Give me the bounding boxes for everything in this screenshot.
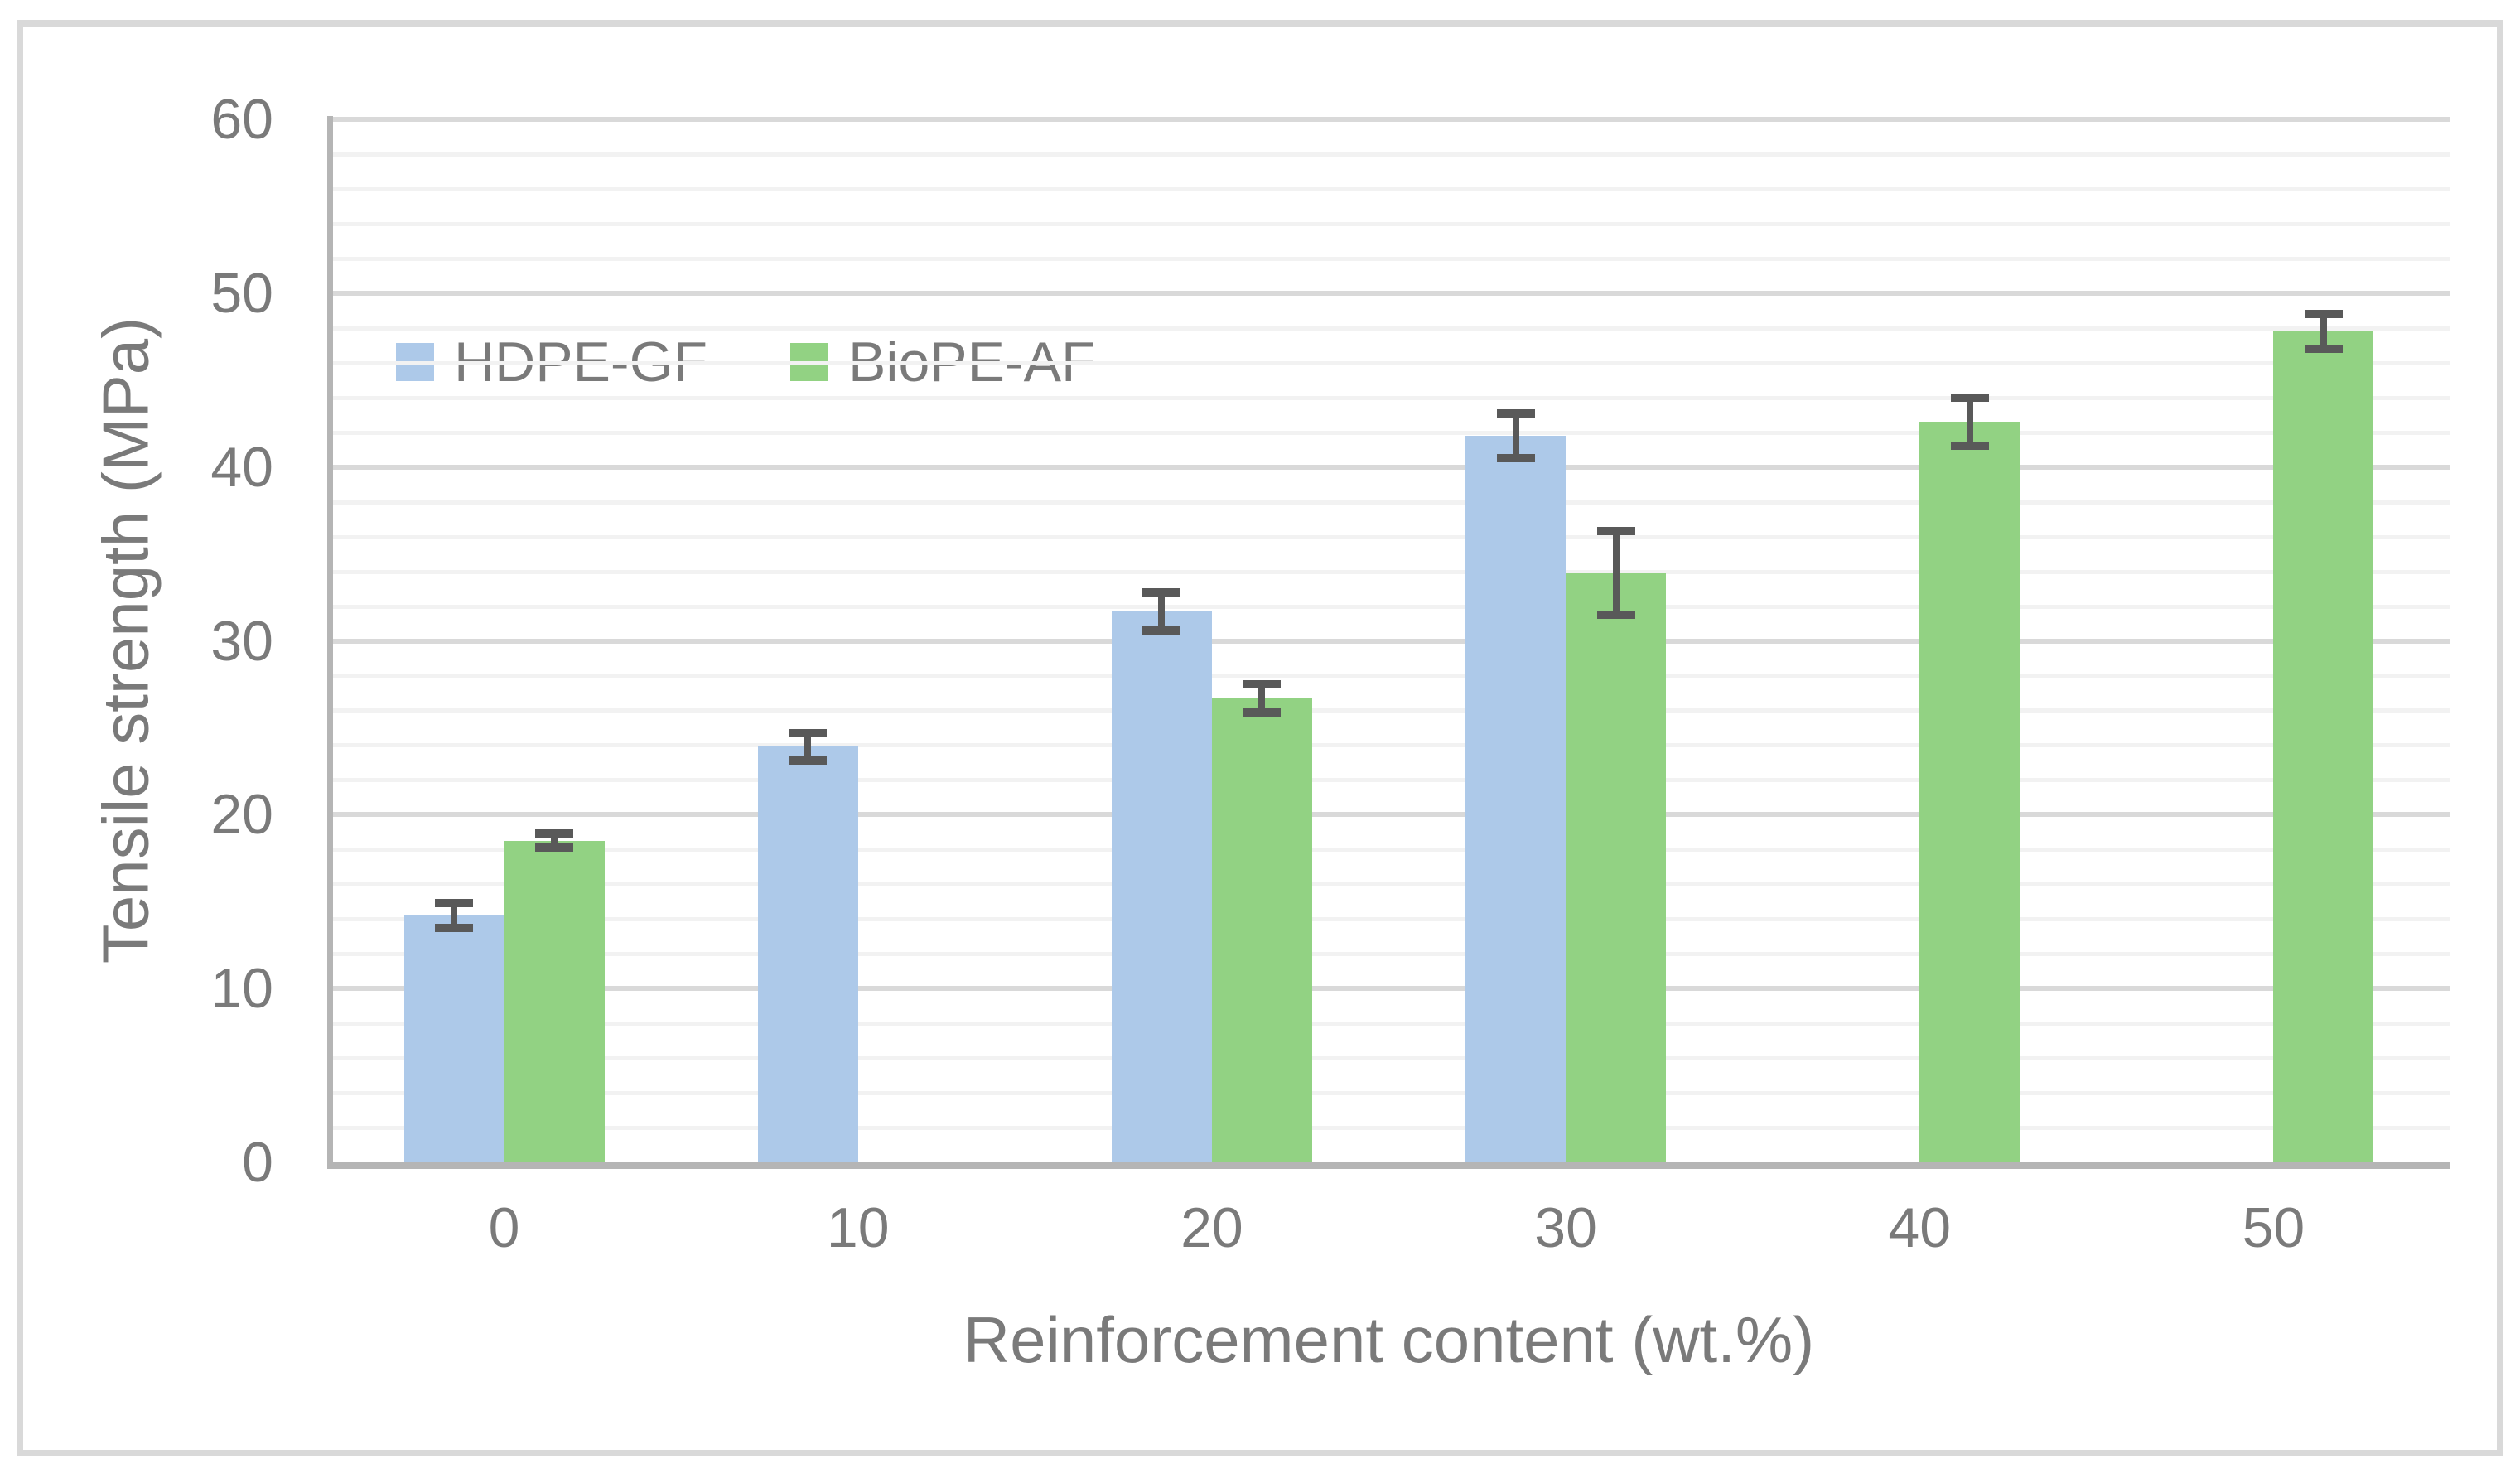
bar-biope-af-20[interactable] — [1211, 698, 1312, 1162]
gridline-major — [327, 638, 2450, 644]
gridline-minor — [327, 430, 2450, 435]
error-bar-cap — [1950, 393, 1989, 402]
error-bar-cap — [1596, 611, 1635, 620]
gridline-minor — [327, 256, 2450, 261]
y-tick-label-10: 10 — [210, 957, 273, 1021]
error-bar-cap — [1142, 587, 1181, 597]
error-bar-cap — [2304, 310, 2343, 318]
gridline-minor — [327, 848, 2450, 853]
error-bar-cap — [435, 923, 474, 932]
error-bar-line — [451, 903, 458, 928]
x-tick-label-0: 0 — [488, 1196, 520, 1259]
gridline-major — [327, 812, 2450, 818]
y-tick-label-40: 40 — [210, 435, 273, 499]
y-tick-label-0: 0 — [242, 1131, 273, 1194]
bar-biope-af-30[interactable] — [1566, 572, 1667, 1162]
x-tick-label-50: 50 — [2242, 1196, 2305, 1259]
error-bar-cap — [535, 829, 574, 838]
error-bar-cap — [535, 843, 574, 853]
x-tick-label-20: 20 — [1180, 1196, 1243, 1259]
gridline-minor — [327, 500, 2450, 505]
x-axis-line — [327, 1162, 2450, 1169]
error-bar-line — [1612, 531, 1620, 616]
error-bar-cap — [1142, 626, 1181, 635]
gridline-minor — [327, 743, 2450, 748]
error-bar-cap — [1950, 442, 1989, 451]
error-bar-line — [1512, 413, 1519, 459]
y-axis-line — [327, 116, 333, 1169]
gridline-minor — [327, 604, 2450, 609]
bar-hdpe-gf-30[interactable] — [1465, 435, 1567, 1162]
error-bar-cap — [1243, 679, 1282, 688]
y-tick-label-60: 60 — [210, 88, 273, 151]
gridline-minor — [327, 1056, 2450, 1061]
error-bar-cap — [1496, 454, 1535, 463]
gridline-minor — [327, 395, 2450, 400]
x-axis-title: Reinforcement content (wt.%) — [963, 1303, 1815, 1376]
error-bar-cap — [1496, 408, 1535, 418]
gridline-minor — [327, 221, 2450, 226]
bar-hdpe-gf-20[interactable] — [1111, 611, 1212, 1162]
y-tick-label-50: 50 — [210, 261, 273, 325]
gridline-minor — [327, 882, 2450, 887]
gridline-major — [327, 290, 2450, 296]
gridline-minor — [327, 952, 2450, 957]
gridline-minor — [327, 186, 2450, 191]
gridline-minor — [327, 534, 2450, 539]
x-tick-label-10: 10 — [826, 1196, 890, 1259]
error-bar-cap — [789, 756, 828, 766]
error-bar-line — [1258, 684, 1266, 713]
bar-biope-af-50[interactable] — [2273, 331, 2374, 1162]
gridline-major — [327, 117, 2450, 122]
bar-biope-af-0[interactable] — [504, 840, 605, 1162]
error-bar-line — [551, 833, 558, 848]
error-bar-cap — [435, 899, 474, 908]
error-bar-line — [804, 732, 812, 761]
error-bar-line — [1158, 592, 1166, 630]
gridline-minor — [327, 1091, 2450, 1096]
bar-biope-af-40[interactable] — [1919, 422, 2020, 1162]
error-bar-cap — [1596, 527, 1635, 536]
error-bar-line — [1966, 397, 1973, 447]
error-bar-cap — [789, 728, 828, 737]
gridline-minor — [327, 708, 2450, 713]
gridline-minor — [327, 360, 2450, 365]
gridline-minor — [327, 778, 2450, 783]
bar-hdpe-gf-0[interactable] — [403, 915, 504, 1162]
gridline-minor — [327, 674, 2450, 679]
bar-hdpe-gf-10[interactable] — [757, 746, 858, 1162]
error-bar-cap — [1243, 708, 1282, 717]
gridline-minor — [327, 1022, 2450, 1027]
error-bar-cap — [2304, 344, 2343, 353]
gridline-minor — [327, 917, 2450, 922]
x-tick-label-40: 40 — [1888, 1196, 1952, 1259]
gridline-major — [327, 464, 2450, 470]
gridline-minor — [327, 152, 2450, 157]
x-tick-label-30: 30 — [1534, 1196, 1597, 1259]
y-tick-label-30: 30 — [210, 609, 273, 673]
gridline-minor — [327, 1126, 2450, 1131]
y-tick-label-20: 20 — [210, 783, 273, 847]
gridline-minor — [327, 569, 2450, 574]
error-bar-line — [2320, 314, 2327, 349]
gridline-major — [327, 986, 2450, 992]
gridline-minor — [327, 326, 2450, 331]
